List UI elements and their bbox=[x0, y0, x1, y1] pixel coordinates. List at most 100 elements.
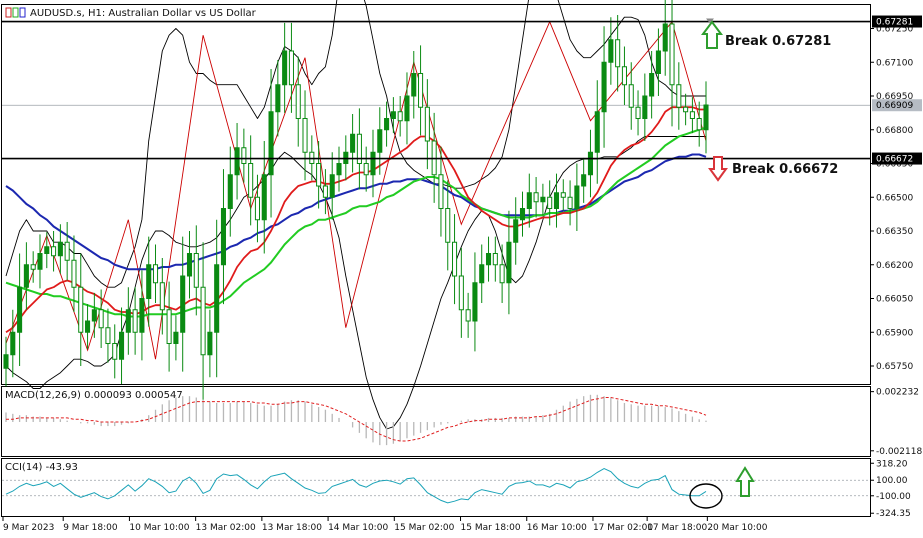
candle-body bbox=[635, 106, 641, 119]
candle-body bbox=[57, 241, 63, 257]
cci-y-tick-label: 100.00 bbox=[876, 476, 908, 486]
candle-body bbox=[71, 259, 77, 288]
cci-plot bbox=[2, 468, 870, 504]
candle-body bbox=[322, 185, 328, 198]
candle-body bbox=[642, 95, 648, 119]
x-tick-label: 17 Mar 18:00 bbox=[647, 523, 707, 533]
candle-body bbox=[418, 73, 424, 108]
candle-body bbox=[282, 50, 288, 86]
candle-body bbox=[377, 129, 383, 153]
candle-body bbox=[234, 147, 240, 176]
candle-body bbox=[689, 111, 695, 119]
macd-signal-line bbox=[6, 397, 707, 442]
candle-body bbox=[37, 253, 43, 270]
candle-body bbox=[676, 84, 682, 108]
x-tick-label: 17 Mar 02:00 bbox=[593, 523, 653, 533]
candle-body bbox=[404, 95, 410, 122]
candle-body bbox=[479, 264, 485, 284]
candle-body bbox=[621, 66, 627, 86]
main-y-tick-label: 0.66800 bbox=[876, 126, 913, 136]
price-marker-label: 0.66909 bbox=[876, 101, 913, 111]
axes: 0.672500.671000.669500.668000.666500.665… bbox=[2, 15, 922, 533]
main-plot bbox=[2, 0, 870, 430]
x-tick-label: 14 Mar 10:00 bbox=[328, 523, 388, 533]
candle-body bbox=[51, 246, 57, 257]
candle-body bbox=[220, 208, 227, 266]
candle-body bbox=[214, 264, 220, 333]
candle-body bbox=[452, 241, 458, 277]
candle-body bbox=[669, 23, 675, 86]
candle-body bbox=[91, 309, 97, 322]
candle-body bbox=[485, 253, 492, 266]
main-y-tick-label: 0.66950 bbox=[876, 92, 913, 102]
candle-body bbox=[553, 192, 560, 209]
candle-body bbox=[64, 241, 70, 261]
candle-body bbox=[227, 174, 233, 209]
cci-y-tick-label: -100.00 bbox=[876, 492, 911, 502]
candle-body bbox=[44, 246, 50, 254]
candle-body bbox=[288, 50, 294, 86]
arrow-up-icon bbox=[701, 20, 723, 49]
candle-body bbox=[241, 147, 247, 164]
macd-y-tick-label: -0.002118 bbox=[876, 447, 922, 457]
cci-line bbox=[5, 468, 707, 504]
candle-body bbox=[696, 118, 702, 131]
candle-body bbox=[200, 286, 206, 356]
candle-body bbox=[159, 282, 165, 311]
symbol-icons bbox=[5, 7, 26, 18]
main-y-tick-label: 0.67250 bbox=[876, 25, 913, 35]
candle-body bbox=[261, 174, 267, 221]
candle-body bbox=[207, 331, 213, 356]
candle-body bbox=[268, 111, 274, 176]
candle-body bbox=[492, 253, 498, 266]
price-marker-label: 0.66672 bbox=[876, 155, 913, 165]
cci-arrow-up-icon bbox=[735, 466, 755, 497]
candle-body bbox=[17, 286, 23, 333]
candle-body bbox=[662, 23, 668, 52]
candle-body bbox=[438, 174, 444, 209]
price-marker-box bbox=[872, 152, 922, 165]
cci-label: CCI(14) -43.93 bbox=[5, 462, 78, 473]
candle-body bbox=[350, 133, 356, 153]
candle-body bbox=[587, 151, 594, 176]
candle-body bbox=[356, 133, 362, 164]
candle-body bbox=[513, 219, 519, 243]
candle-body bbox=[30, 264, 36, 270]
candle-body bbox=[98, 309, 104, 329]
cci-y-tick-label: -324.35 bbox=[876, 509, 911, 519]
candle-body bbox=[424, 106, 430, 142]
candle-body bbox=[329, 174, 335, 198]
candle-body bbox=[384, 118, 390, 131]
candle-body bbox=[390, 111, 396, 119]
bollinger-upper-line bbox=[5, 0, 706, 288]
x-tick-label: 13 Mar 18:00 bbox=[262, 523, 322, 533]
break-up-annotation: Break 0.67281 bbox=[725, 34, 831, 49]
candle-body bbox=[472, 282, 478, 322]
candle-body bbox=[316, 163, 322, 187]
main-y-tick-label: 0.66500 bbox=[876, 193, 913, 203]
x-tick-label: 15 Mar 18:00 bbox=[461, 523, 521, 533]
candle-body bbox=[519, 208, 526, 221]
candle-body bbox=[560, 192, 566, 198]
candle-body bbox=[295, 84, 301, 119]
candle-body bbox=[336, 163, 342, 176]
main-y-tick-label: 0.65900 bbox=[876, 328, 913, 338]
candle-body bbox=[397, 111, 403, 122]
candle-body bbox=[23, 264, 29, 288]
main-y-tick-label: 0.66350 bbox=[876, 227, 913, 237]
x-tick-label: 15 Mar 02:00 bbox=[394, 523, 454, 533]
candle-body bbox=[125, 309, 131, 333]
price-marker-label: 0.67281 bbox=[876, 18, 913, 28]
break-down-annotation: Break 0.66672 bbox=[732, 162, 838, 177]
macd-panel-frame bbox=[1, 386, 871, 457]
candle-body bbox=[601, 61, 607, 113]
candle-body bbox=[608, 39, 614, 63]
candle-body bbox=[139, 298, 145, 333]
macd-label: MACD(12,26,9) 0.000093 0.000547 bbox=[5, 390, 183, 401]
candle-body bbox=[533, 192, 539, 203]
candle-body bbox=[132, 309, 138, 333]
chart-title: AUDUSD.s, H1: Australian Dollar vs US Do… bbox=[30, 8, 257, 19]
candle-body bbox=[180, 275, 186, 333]
candle-body bbox=[526, 192, 532, 209]
candle-body bbox=[302, 118, 308, 153]
